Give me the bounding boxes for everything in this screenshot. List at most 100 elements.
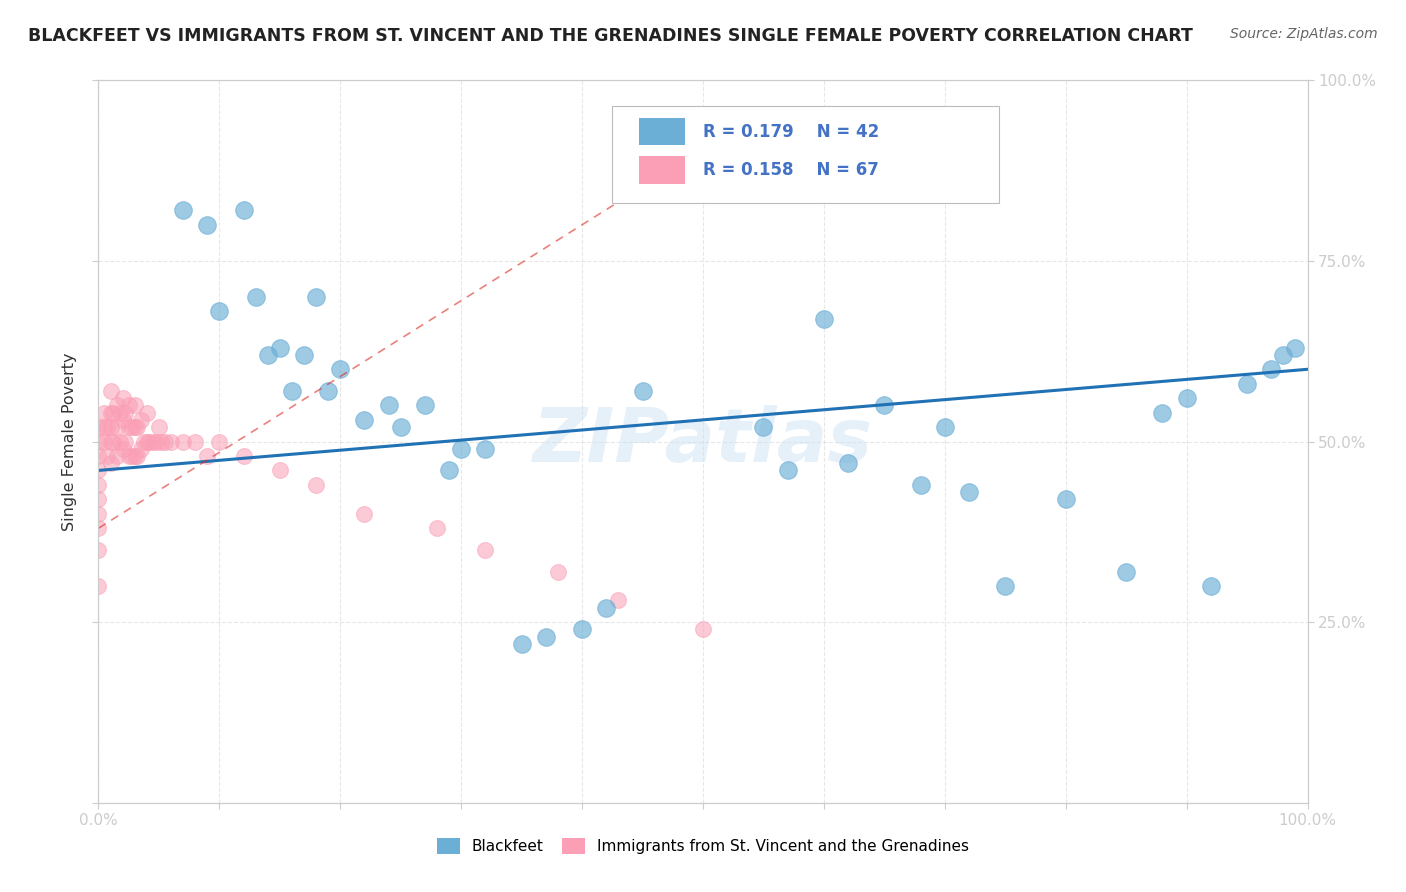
Point: [1236, 376, 1258, 391]
Point: [160, 434, 183, 449]
Point: [96, 449, 118, 463]
Point: [1115, 565, 1137, 579]
Text: Source: ZipAtlas.com: Source: ZipAtlas.com: [1230, 27, 1378, 41]
Point: [1199, 579, 1222, 593]
Point: [1272, 348, 1295, 362]
Y-axis label: Single Female Poverty: Single Female Poverty: [62, 352, 77, 531]
Point: [138, 434, 160, 449]
Point: [474, 442, 496, 456]
Point: [108, 406, 131, 420]
Point: [910, 478, 932, 492]
Point: [87, 463, 110, 477]
Point: [87, 434, 110, 449]
Point: [1054, 492, 1077, 507]
Point: [129, 413, 152, 427]
Point: [111, 391, 134, 405]
Point: [208, 434, 231, 449]
Point: [87, 507, 110, 521]
Point: [134, 434, 156, 449]
Point: [873, 398, 896, 412]
Point: [148, 420, 170, 434]
Text: R = 0.179    N = 42: R = 0.179 N = 42: [703, 122, 879, 141]
Point: [93, 434, 115, 449]
Point: [87, 579, 110, 593]
Point: [534, 630, 557, 644]
Point: [281, 384, 304, 398]
Point: [105, 449, 128, 463]
Point: [93, 406, 115, 420]
Point: [96, 420, 118, 434]
Point: [1284, 341, 1306, 355]
Point: [121, 449, 143, 463]
Point: [145, 434, 167, 449]
Point: [510, 637, 533, 651]
Point: [752, 420, 775, 434]
Point: [208, 304, 231, 318]
Point: [100, 384, 122, 398]
Point: [105, 420, 128, 434]
Point: [547, 565, 569, 579]
Point: [100, 420, 122, 434]
Point: [329, 362, 352, 376]
Point: [474, 542, 496, 557]
Point: [195, 218, 218, 232]
Point: [118, 420, 141, 434]
Point: [631, 384, 654, 398]
Point: [1175, 391, 1198, 405]
Point: [413, 398, 436, 412]
Point: [595, 600, 617, 615]
Point: [957, 485, 980, 500]
Point: [172, 203, 194, 218]
Point: [118, 398, 141, 412]
Point: [305, 290, 328, 304]
Point: [184, 434, 207, 449]
Point: [269, 463, 291, 477]
Point: [813, 311, 835, 326]
Point: [124, 420, 146, 434]
Point: [135, 406, 157, 420]
Point: [1260, 362, 1282, 376]
Point: [1152, 406, 1174, 420]
Point: [100, 456, 122, 470]
Point: [127, 420, 149, 434]
FancyBboxPatch shape: [638, 118, 685, 145]
Point: [100, 406, 122, 420]
FancyBboxPatch shape: [638, 156, 685, 184]
Point: [121, 420, 143, 434]
Point: [127, 449, 149, 463]
Point: [450, 442, 472, 456]
Point: [232, 203, 254, 218]
Point: [377, 398, 399, 412]
Point: [389, 420, 412, 434]
Point: [232, 449, 254, 463]
Point: [124, 398, 146, 412]
Point: [353, 507, 375, 521]
Point: [692, 623, 714, 637]
Legend: Blackfeet, Immigrants from St. Vincent and the Grenadines: Blackfeet, Immigrants from St. Vincent a…: [430, 832, 976, 860]
Point: [245, 290, 267, 304]
Point: [93, 420, 115, 434]
Text: R = 0.158    N = 67: R = 0.158 N = 67: [703, 161, 879, 179]
Text: BLACKFEET VS IMMIGRANTS FROM ST. VINCENT AND THE GRENADINES SINGLE FEMALE POVERT: BLACKFEET VS IMMIGRANTS FROM ST. VINCENT…: [28, 27, 1194, 45]
Point: [837, 456, 859, 470]
Point: [100, 434, 122, 449]
Point: [135, 434, 157, 449]
Point: [105, 398, 128, 412]
Point: [142, 434, 165, 449]
Point: [129, 442, 152, 456]
Point: [292, 348, 315, 362]
Point: [124, 449, 146, 463]
Point: [305, 478, 328, 492]
Point: [111, 413, 134, 427]
Point: [87, 521, 110, 535]
Point: [172, 434, 194, 449]
Point: [256, 348, 278, 362]
Point: [118, 449, 141, 463]
Point: [87, 449, 110, 463]
Point: [111, 442, 134, 456]
Point: [607, 593, 630, 607]
Point: [101, 434, 124, 449]
Text: ZIPatlas: ZIPatlas: [533, 405, 873, 478]
Point: [269, 341, 291, 355]
Point: [776, 463, 799, 477]
